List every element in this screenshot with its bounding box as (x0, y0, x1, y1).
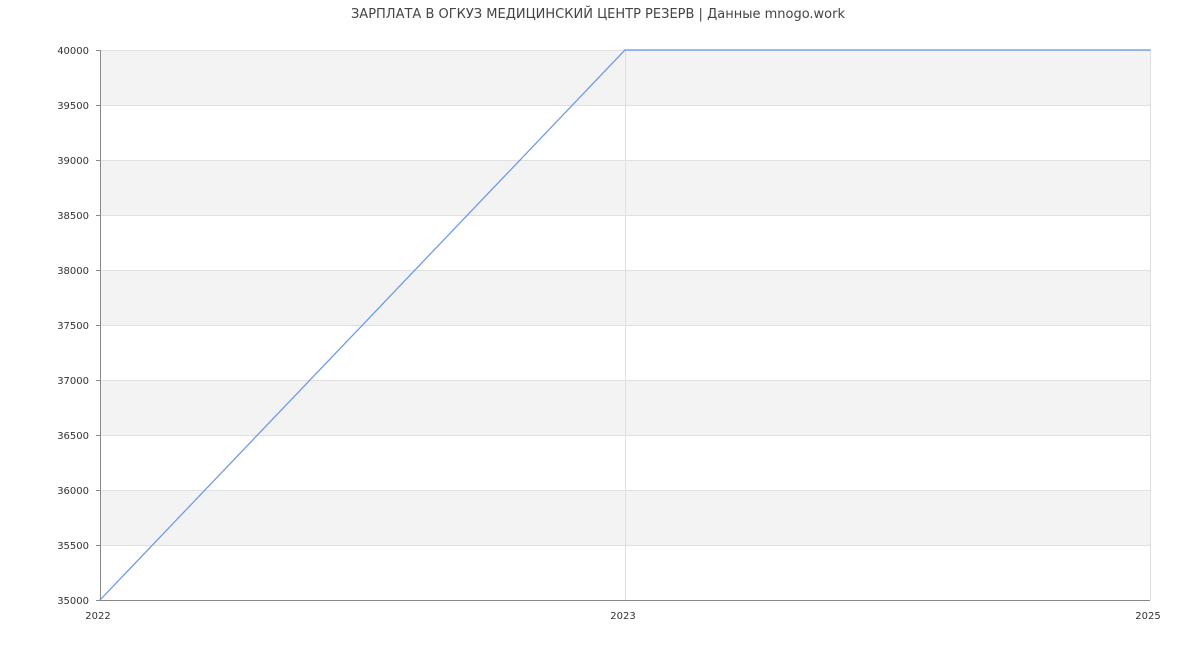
y-tick-label: 37000 (57, 376, 89, 387)
y-tick-label: 39000 (57, 156, 89, 167)
axes (100, 50, 1150, 601)
x-tick-label: 2022 (85, 611, 110, 622)
y-tick-label: 38500 (57, 211, 89, 222)
series (99, 49, 1151, 601)
x-tick-label: 2023 (610, 611, 635, 622)
x-axis-ticks: 2022 2023 2025 (85, 611, 1160, 622)
y-tick-label: 36000 (57, 486, 89, 497)
y-tick-label: 35500 (57, 541, 89, 552)
gridlines (100, 50, 1151, 601)
data-point (624, 49, 626, 51)
y-tick-label: 38000 (57, 266, 89, 277)
data-point (99, 599, 101, 601)
y-tick-label: 40000 (57, 46, 89, 57)
data-point (1149, 49, 1151, 51)
y-tick-label: 35000 (57, 596, 89, 607)
y-tick-label: 37500 (57, 321, 89, 332)
y-tick-label: 36500 (57, 431, 89, 442)
chart-title: ЗАРПЛАТА В ОГКУЗ МЕДИЦИНСКИЙ ЦЕНТР РЕЗЕР… (351, 6, 846, 22)
y-axis-ticks: 35000 35500 36000 36500 37000 37500 38000 38500… (57, 46, 100, 607)
x-tick-label: 2025 (1135, 611, 1160, 622)
y-tick-label: 39500 (57, 101, 89, 112)
